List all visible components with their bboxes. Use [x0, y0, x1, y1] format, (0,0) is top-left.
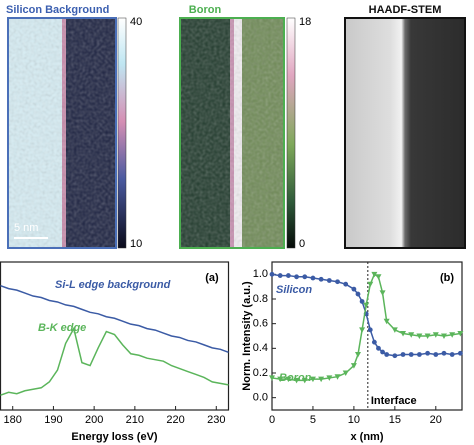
data-point [425, 350, 431, 356]
x-tick-label: 190 [44, 414, 62, 426]
x-tick-label: 15 [389, 414, 401, 426]
data-point [379, 290, 386, 296]
data-point [285, 376, 292, 383]
data-point [318, 276, 324, 282]
data-point [457, 350, 463, 356]
x-tick-label: 5 [310, 414, 316, 426]
data-point [359, 327, 366, 333]
data-point [310, 275, 316, 281]
map-title: HAADF-STEM [369, 4, 442, 16]
data-point [449, 352, 455, 357]
x-tick-label: 220 [166, 414, 184, 426]
series-label: B-K edge [38, 322, 86, 334]
data-point [432, 332, 439, 338]
data-point [335, 279, 340, 285]
data-point [309, 376, 316, 383]
data-point [417, 352, 422, 357]
data-point [383, 318, 390, 325]
data-point [433, 352, 439, 357]
x-axis-label: x (nm) [351, 431, 384, 443]
data-point [277, 273, 283, 278]
data-point [367, 327, 373, 333]
data-point [294, 274, 299, 280]
y-tick-label: 0.4 [253, 342, 268, 354]
y-tick-label: 1.0 [253, 268, 268, 280]
data-point [269, 271, 275, 277]
data-point [318, 376, 325, 383]
panel-label: (a) [205, 272, 219, 284]
colorbar-label: 40 [130, 16, 142, 28]
data-point [408, 352, 414, 357]
interface-label: Interface [371, 395, 417, 407]
series-label: Silicon [276, 284, 312, 296]
colorbar-label: 18 [299, 16, 311, 28]
plot-frame [0, 261, 230, 411]
y-tick-label: 0.8 [253, 293, 268, 305]
data-point [302, 274, 308, 280]
data-point [449, 332, 456, 338]
data-point [355, 291, 361, 297]
series-label: Boron [279, 372, 312, 384]
x-tick-label: 200 [85, 414, 103, 426]
x-tick-label: 0 [269, 414, 275, 426]
x-axis-label: Energy loss (eV) [71, 431, 158, 443]
scale-bar-label: 5 nm [14, 222, 38, 234]
data-point [424, 333, 431, 339]
data-point [380, 349, 385, 355]
x-tick-label: 10 [348, 414, 360, 426]
data-point [376, 345, 381, 351]
haadf-image [344, 17, 466, 249]
map-title: Silicon Background [6, 4, 109, 16]
y-tick-label: 0.0 [253, 392, 268, 404]
data-point [277, 376, 284, 383]
series-line [0, 284, 229, 353]
data-point [334, 374, 341, 380]
data-point [457, 331, 464, 337]
data-point [392, 353, 398, 359]
data-point [371, 271, 378, 278]
data-point [441, 350, 447, 356]
data-point [350, 363, 357, 369]
data-point [326, 278, 332, 283]
map-title: Boron [189, 4, 222, 16]
data-point [363, 302, 370, 309]
x-tick-label: 230 [207, 414, 225, 426]
data-point [416, 333, 423, 339]
data-point [375, 274, 382, 280]
x-tick-label: 210 [126, 414, 144, 426]
y-tick-label: 0.2 [253, 367, 268, 379]
plot-frame [271, 261, 463, 411]
data-point [269, 375, 275, 381]
data-point [384, 352, 390, 357]
colorbar-label: 10 [130, 238, 142, 250]
data-point [400, 331, 407, 337]
series-line [0, 326, 229, 396]
data-point [351, 286, 357, 292]
data-point [326, 375, 333, 381]
data-point [440, 333, 447, 339]
data-point [400, 352, 406, 357]
y-tick-label: 0.6 [253, 318, 268, 330]
data-point [391, 327, 398, 333]
x-tick-label: 180 [4, 414, 22, 426]
data-point [371, 339, 377, 345]
boron-map [179, 17, 296, 249]
data-point [301, 377, 308, 384]
data-point [408, 332, 415, 338]
data-point [354, 352, 361, 358]
x-tick-label: 20 [430, 414, 442, 426]
data-point [343, 281, 349, 287]
data-point [293, 377, 300, 384]
data-point [285, 273, 291, 278]
panel-label: (b) [440, 272, 454, 284]
data-point [367, 281, 374, 288]
series-line [271, 273, 461, 382]
silicon-map [7, 17, 127, 249]
y-axis-label: Norm. Intensity (a.u.) [241, 281, 253, 391]
series-label: Si-L edge background [55, 279, 171, 291]
data-point [342, 370, 349, 376]
colorbar-label: 0 [299, 238, 305, 250]
series-line [271, 273, 461, 357]
